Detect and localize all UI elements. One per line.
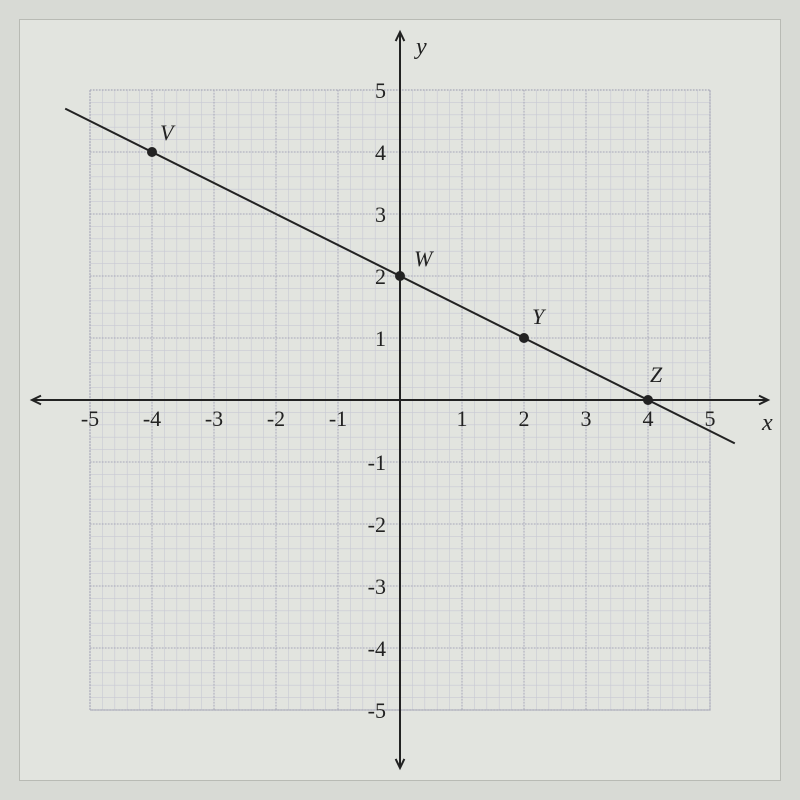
x-tick-label: 2 [519, 406, 530, 431]
x-axis-label: x [761, 410, 773, 436]
x-tick-label: -5 [81, 406, 99, 431]
point-z [643, 395, 653, 405]
point-label-v: V [160, 120, 176, 145]
x-tick-label: 5 [705, 406, 716, 431]
x-tick-label: -4 [143, 406, 161, 431]
x-tick-label: -1 [329, 406, 347, 431]
y-tick-label: 4 [375, 140, 386, 165]
x-tick-label: 1 [457, 406, 468, 431]
point-v [147, 147, 157, 157]
y-tick-label: -4 [368, 636, 386, 661]
y-tick-label: 1 [375, 326, 386, 351]
y-tick-label: -1 [368, 450, 386, 475]
point-label-w: W [414, 246, 434, 271]
point-label-y: Y [532, 304, 547, 329]
x-tick-label: -3 [205, 406, 223, 431]
y-tick-label: 3 [375, 202, 386, 227]
y-tick-label: -3 [368, 574, 386, 599]
point-w [395, 271, 405, 281]
x-tick-label: 4 [643, 406, 654, 431]
coordinate-plane-chart: -5-4-3-2-11234512345-1-2-3-4-5yxVWYZ [19, 19, 781, 781]
y-tick-label: -5 [368, 698, 386, 723]
y-axis-label: y [414, 34, 427, 60]
point-label-z: Z [650, 362, 663, 387]
point-y [519, 333, 529, 343]
chart-svg: -5-4-3-2-11234512345-1-2-3-4-5yxVWYZ [20, 20, 780, 780]
x-tick-label: -2 [267, 406, 285, 431]
x-tick-label: 3 [581, 406, 592, 431]
y-tick-label: 5 [375, 78, 386, 103]
y-tick-label: -2 [368, 512, 386, 537]
